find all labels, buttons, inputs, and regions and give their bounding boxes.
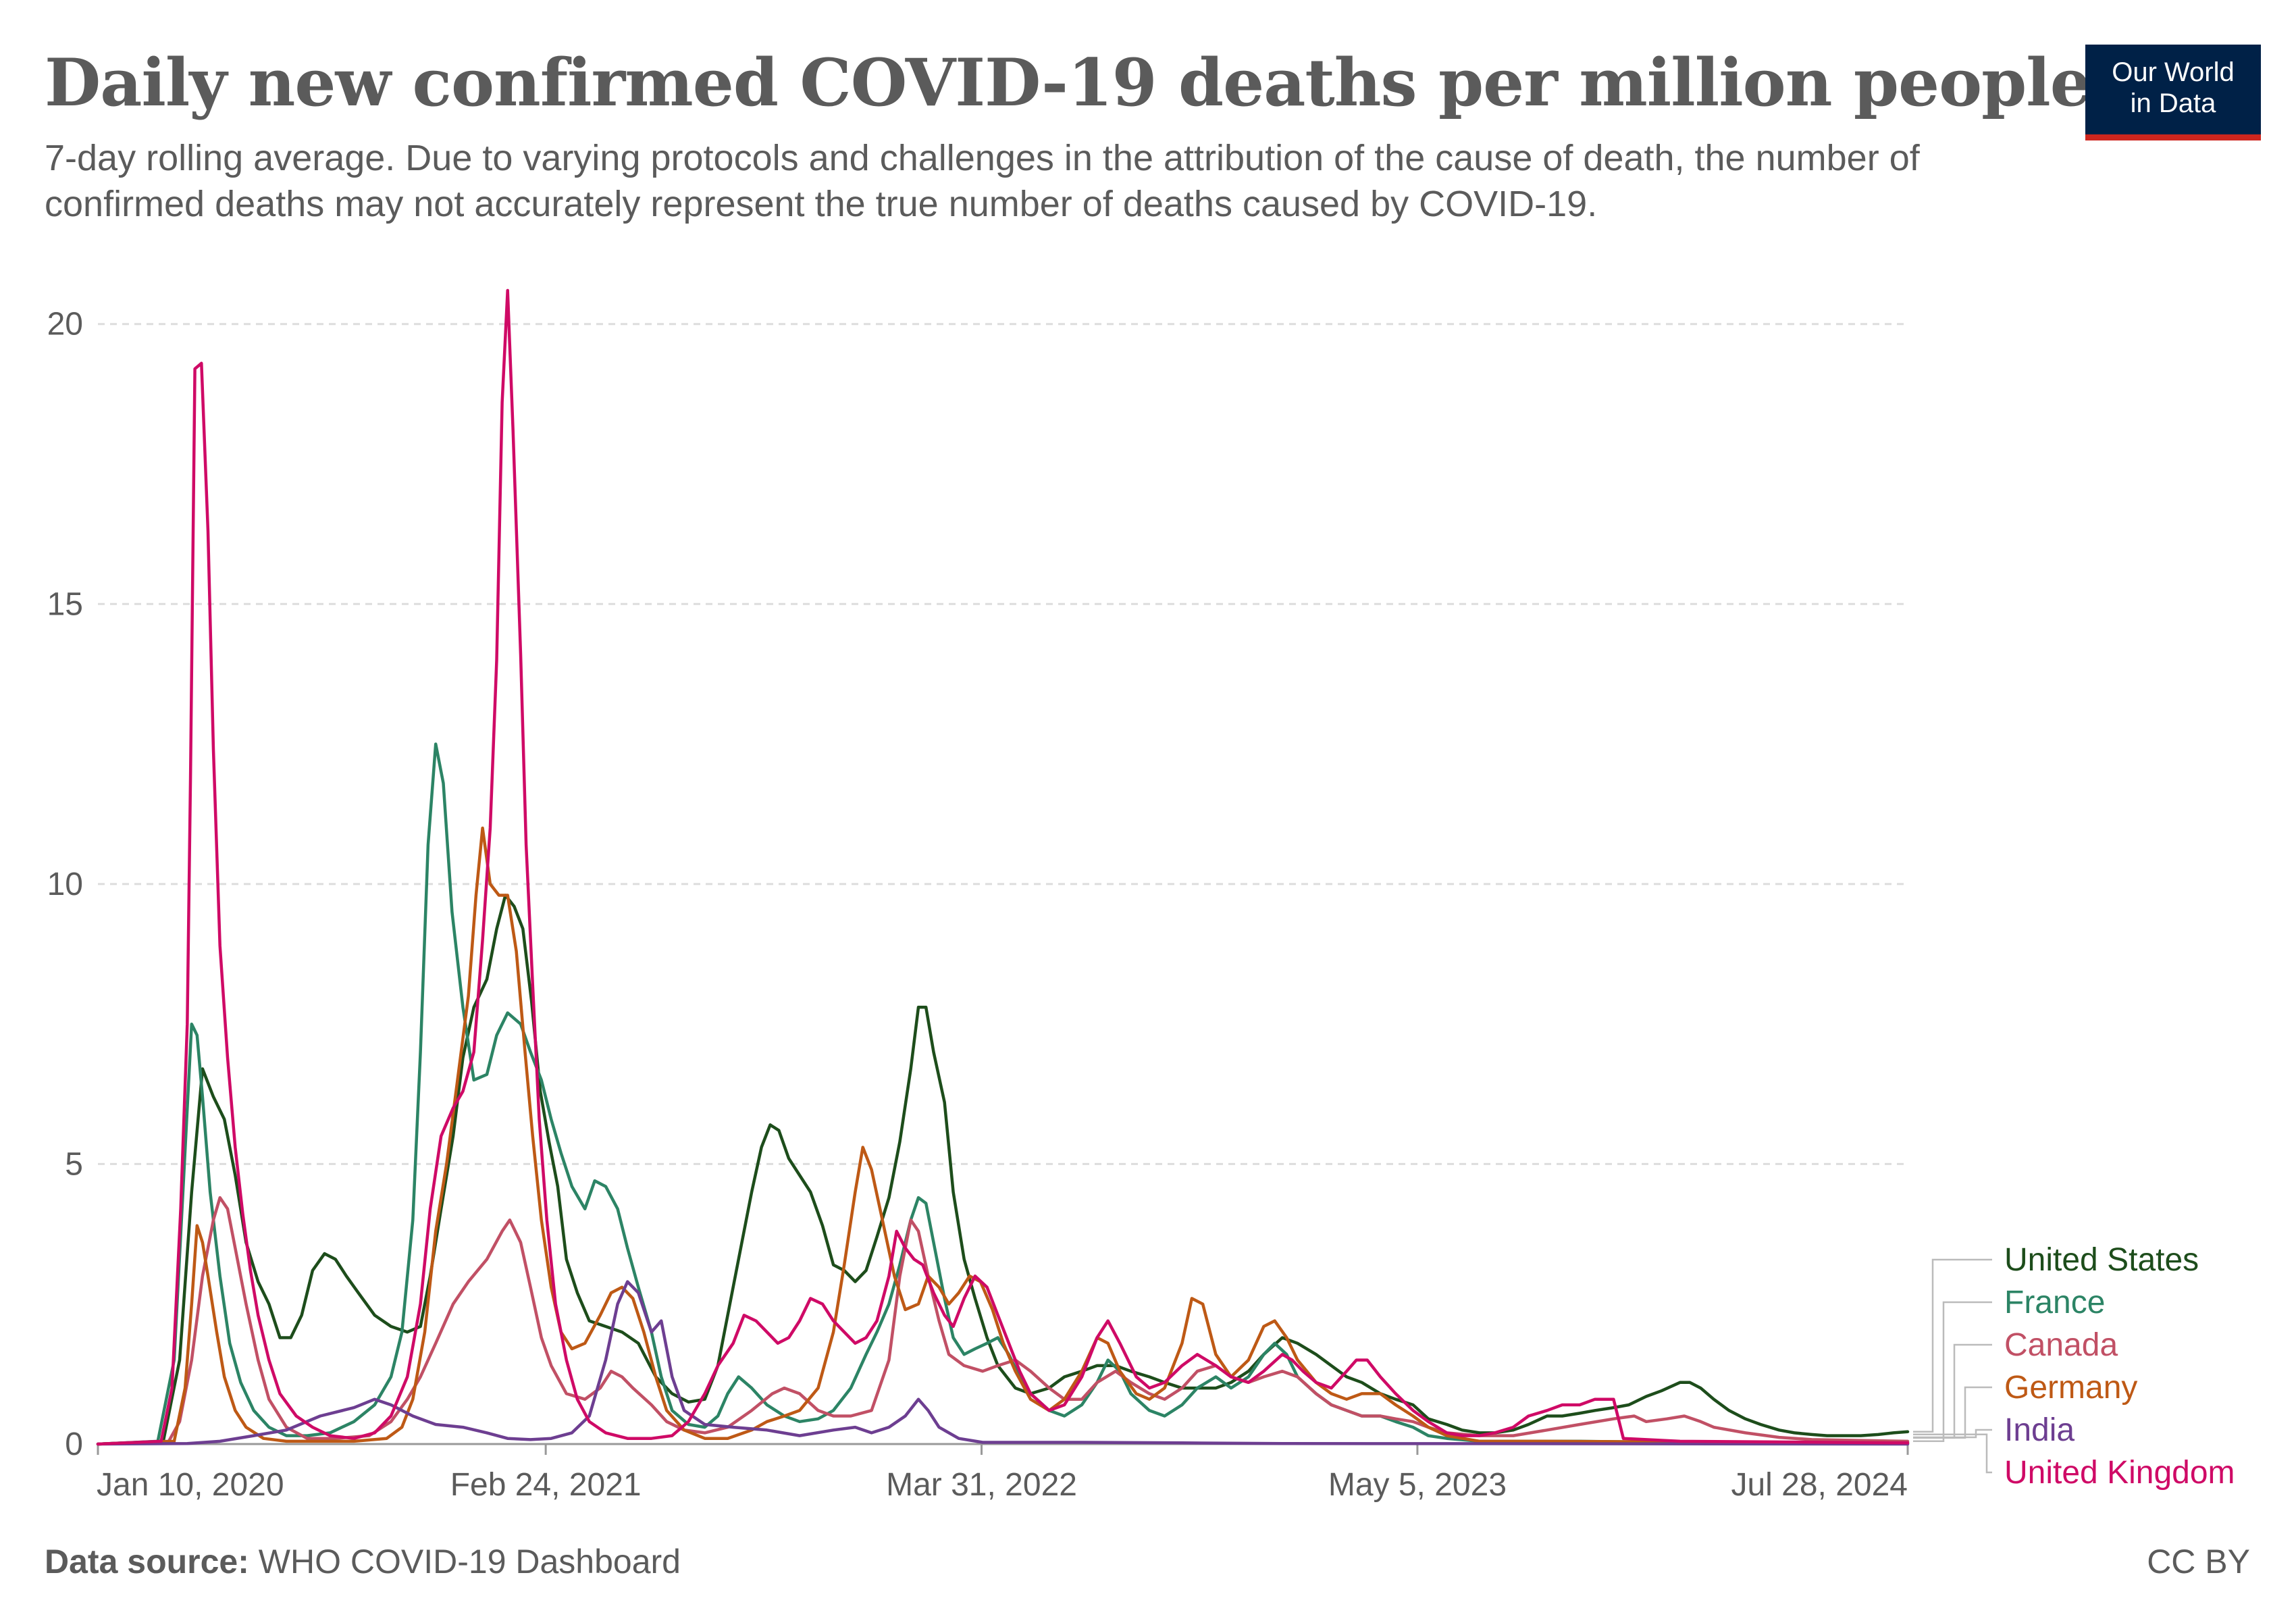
legend-label-united-kingdom: United Kingdom: [2004, 1455, 2235, 1491]
x-axis: Jan 10, 2020 Feb 24, 2021 Mar 31, 2022 May …: [97, 1443, 1909, 1503]
x-tick-label: May 5, 2023: [1328, 1467, 1507, 1503]
owid-logo[interactable]: Our World in Data: [2085, 45, 2261, 140]
y-tick-label: 15: [47, 586, 83, 622]
series-line-united-states: [96, 894, 1910, 1446]
logo-line-2: in Data: [2130, 88, 2216, 118]
series-line-united-kingdom: [96, 288, 1910, 1446]
legend-label-germany: Germany: [2004, 1370, 2137, 1406]
series-line-germany: [96, 826, 1910, 1446]
x-tick-label: Feb 24, 2021: [450, 1467, 642, 1503]
data-source: Data source: WHO COVID-19 Dashboard: [45, 1542, 681, 1581]
data-source-label: Data source:: [45, 1543, 249, 1580]
legend-label-united-states: United States: [2004, 1242, 2199, 1278]
y-tick-label: 5: [65, 1146, 83, 1182]
grid-lines: [98, 323, 1908, 1165]
legend-label-france: France: [2004, 1285, 2105, 1320]
legend-label-canada: Canada: [2004, 1327, 2118, 1363]
series-lines: [96, 288, 1910, 1446]
y-tick-label: 0: [65, 1426, 83, 1462]
chart-title: Daily new confirmed COVID-19 deaths per …: [45, 45, 2091, 121]
series-line-france: [96, 742, 1910, 1446]
legend-connector: [1913, 1429, 1992, 1439]
y-tick-label: 20: [47, 307, 83, 342]
x-tick-label: Mar 31, 2022: [886, 1467, 1077, 1503]
logo-accent-bar: [2085, 134, 2261, 140]
x-tick-label: Jan 10, 2020: [97, 1467, 284, 1503]
license[interactable]: CC BY: [2147, 1543, 2250, 1580]
series-line-india: [96, 1280, 1910, 1446]
x-tick-label: Jul 28, 2024: [1731, 1467, 1908, 1503]
legend-label-india: India: [2004, 1412, 2075, 1448]
y-axis: 0 5 10 15 20: [47, 307, 83, 1462]
legend: United States France Canada Germany India Uni…: [1913, 1242, 2235, 1491]
legend-connector: [1913, 1301, 1992, 1443]
legend-connector: [1913, 1433, 1992, 1474]
legend-connector: [1913, 1258, 1992, 1433]
data-source-text[interactable]: WHO COVID-19 Dashboard: [258, 1543, 681, 1580]
legend-connector: [1913, 1343, 1992, 1439]
series-line-canada: [96, 1195, 1910, 1446]
logo-line-1: Our World: [2112, 57, 2235, 87]
y-tick-label: 10: [47, 867, 83, 902]
chart-subtitle: 7-day rolling average. Due to varying pr…: [45, 138, 1920, 224]
